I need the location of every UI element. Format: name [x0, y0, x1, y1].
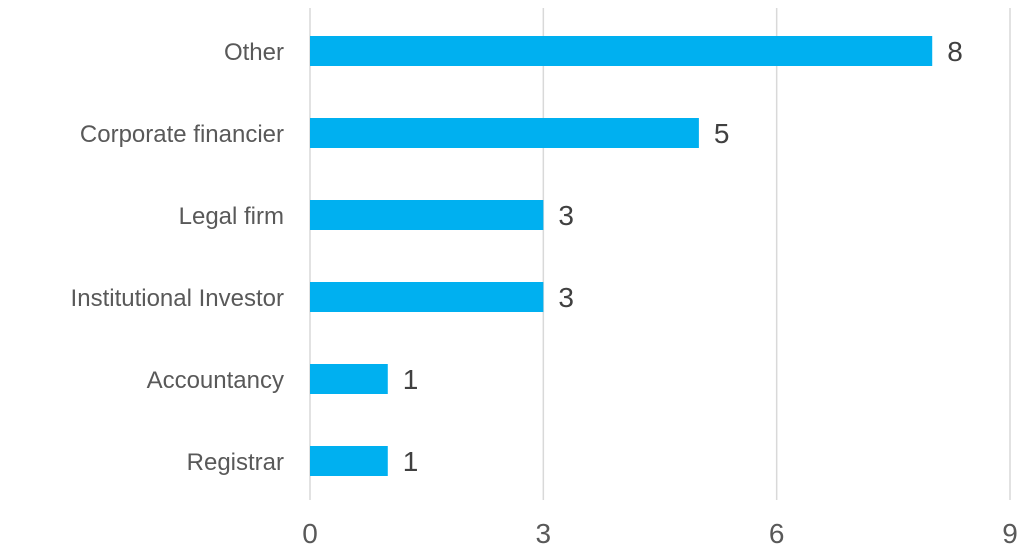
gridlines	[309, 8, 1011, 500]
category-labels: Other Corporate financier Legal firm Instit…	[71, 39, 284, 476]
data-label: 5	[714, 118, 730, 149]
data-label: 1	[403, 364, 419, 395]
data-label: 1	[403, 446, 419, 477]
x-tick-label: 9	[1002, 518, 1018, 549]
data-label: 3	[558, 200, 574, 231]
bars	[310, 36, 933, 476]
data-labels: 8 5 3 3 1 1	[403, 36, 963, 477]
bar-accountancy	[310, 364, 388, 394]
category-label: Other	[224, 39, 284, 66]
x-tick-label: 0	[302, 518, 318, 549]
data-label: 3	[558, 282, 574, 313]
x-tick-label: 6	[769, 518, 785, 549]
bar-registrar	[310, 446, 388, 476]
bar-institutional-investor	[310, 282, 544, 312]
category-label: Legal firm	[179, 203, 284, 230]
bar-legal-firm	[310, 200, 544, 230]
data-label: 8	[947, 36, 963, 67]
bar-corporate-financier	[310, 118, 699, 148]
x-axis-tick-labels: 0 3 6 9	[302, 518, 1018, 549]
x-tick-label: 3	[536, 518, 552, 549]
category-label: Accountancy	[147, 367, 284, 394]
category-label: Corporate financier	[80, 121, 284, 148]
category-label: Institutional Investor	[71, 285, 284, 312]
bar-other	[310, 36, 933, 66]
category-label: Registrar	[187, 449, 284, 476]
